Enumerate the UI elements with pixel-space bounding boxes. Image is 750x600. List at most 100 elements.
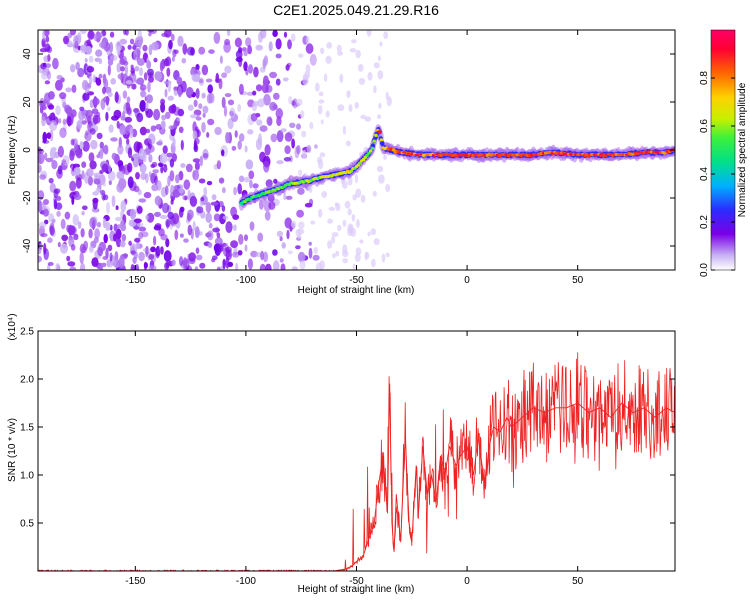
noise-speckle <box>221 205 226 212</box>
noise-speckle <box>232 251 240 258</box>
noise-speckle <box>113 223 118 232</box>
noise-speckle <box>165 111 171 119</box>
noise-speckle <box>273 178 278 184</box>
noise-speckle <box>238 133 245 142</box>
noise-speckle <box>189 195 198 207</box>
page-title: C2E1.2025.049.21.29.R16 <box>273 2 439 18</box>
noise-speckle <box>232 214 240 220</box>
noise-speckle <box>107 64 111 76</box>
noise-speckle <box>55 202 63 210</box>
noise-speckle <box>159 152 168 164</box>
y-tick-label: 1.0 <box>20 471 34 482</box>
noise-speckle <box>327 218 333 224</box>
noise-speckle <box>147 133 156 145</box>
noise-speckle <box>67 116 72 127</box>
noise-speckle <box>175 174 180 184</box>
noise-speckle <box>150 125 157 132</box>
noise-speckle <box>177 86 182 98</box>
noise-speckle <box>47 71 51 80</box>
noise-speckle <box>256 119 263 126</box>
noise-speckle <box>115 205 119 210</box>
noise-speckle <box>49 129 54 142</box>
noise-speckle <box>199 262 206 269</box>
noise-speckle <box>116 62 121 73</box>
noise-speckle <box>153 235 157 246</box>
noise-speckle <box>172 137 176 148</box>
noise-speckle <box>169 158 175 168</box>
noise-speckle <box>132 45 137 51</box>
noise-speckle <box>345 140 351 147</box>
noise-speckle <box>49 112 56 123</box>
noise-speckle <box>247 129 254 135</box>
noise-speckle <box>100 263 103 270</box>
noise-speckle <box>327 240 333 249</box>
snr-y-ticks: 0.5 1.0 1.5 2.0 2.5 <box>20 327 675 530</box>
noise-speckle <box>119 240 126 248</box>
noise-speckle <box>195 254 203 261</box>
noise-speckle <box>42 131 47 144</box>
noise-speckle <box>47 91 55 100</box>
noise-speckle <box>55 263 60 270</box>
noise-speckle <box>139 126 147 136</box>
noise-speckle <box>145 128 151 134</box>
noise-speckle <box>116 182 125 193</box>
noise-speckle <box>79 141 84 150</box>
noise-speckle <box>306 36 310 45</box>
noise-speckle <box>173 86 179 96</box>
noise-speckle <box>138 226 147 232</box>
x-tick-label: 50 <box>572 275 584 286</box>
noise-speckle <box>186 88 194 96</box>
noise-speckle <box>178 170 184 181</box>
noise-speckle <box>229 110 234 116</box>
x-tick-label: -150 <box>125 576 145 587</box>
noise-speckle <box>377 55 381 62</box>
noise-speckle <box>295 245 301 250</box>
noise-speckle <box>213 31 221 44</box>
noise-speckle <box>265 179 273 188</box>
noise-speckle <box>237 104 242 112</box>
noise-speckle <box>109 41 114 53</box>
noise-speckle <box>73 235 79 241</box>
noise-speckle <box>145 94 153 104</box>
noise-speckle <box>252 183 259 189</box>
noise-speckle <box>379 41 383 47</box>
noise-speckle <box>378 174 385 184</box>
noise-speckle <box>279 258 284 263</box>
noise-speckle <box>75 177 82 189</box>
x-tick-label: -50 <box>349 275 364 286</box>
x-tick-label: 0 <box>464 576 470 587</box>
noise-speckle <box>44 80 51 85</box>
noise-speckle <box>258 133 262 146</box>
noise-speckle <box>214 126 222 136</box>
noise-speckle <box>377 70 384 80</box>
noise-speckle <box>385 184 391 192</box>
noise-speckle <box>140 172 147 180</box>
noise-speckle <box>373 238 380 246</box>
noise-speckle <box>66 255 71 262</box>
noise-speckle <box>227 118 234 130</box>
noise-speckle <box>178 126 184 134</box>
noise-speckle <box>129 38 135 45</box>
noise-speckle <box>302 76 309 86</box>
noise-speckle <box>192 220 196 231</box>
noise-speckle <box>103 144 109 155</box>
noise-speckle <box>145 102 149 112</box>
colorbar-tick-label: 0.2 <box>699 215 710 229</box>
noise-speckle <box>202 153 209 159</box>
noise-speckle <box>77 67 85 78</box>
noise-speckle <box>205 78 213 83</box>
noise-speckle <box>167 211 174 220</box>
noise-speckle <box>165 185 169 196</box>
noise-speckle <box>222 187 226 194</box>
noise-speckle <box>283 157 291 162</box>
noise-speckle <box>55 105 61 116</box>
noise-speckle <box>91 108 99 115</box>
noise-speckle <box>143 191 152 199</box>
trace-core <box>367 151 371 155</box>
noise-speckle <box>45 35 50 43</box>
noise-speckle <box>280 128 287 133</box>
noise-speckle <box>133 218 142 224</box>
noise-speckle <box>44 152 48 161</box>
noise-speckle <box>81 79 89 91</box>
noise-speckle <box>216 160 222 170</box>
